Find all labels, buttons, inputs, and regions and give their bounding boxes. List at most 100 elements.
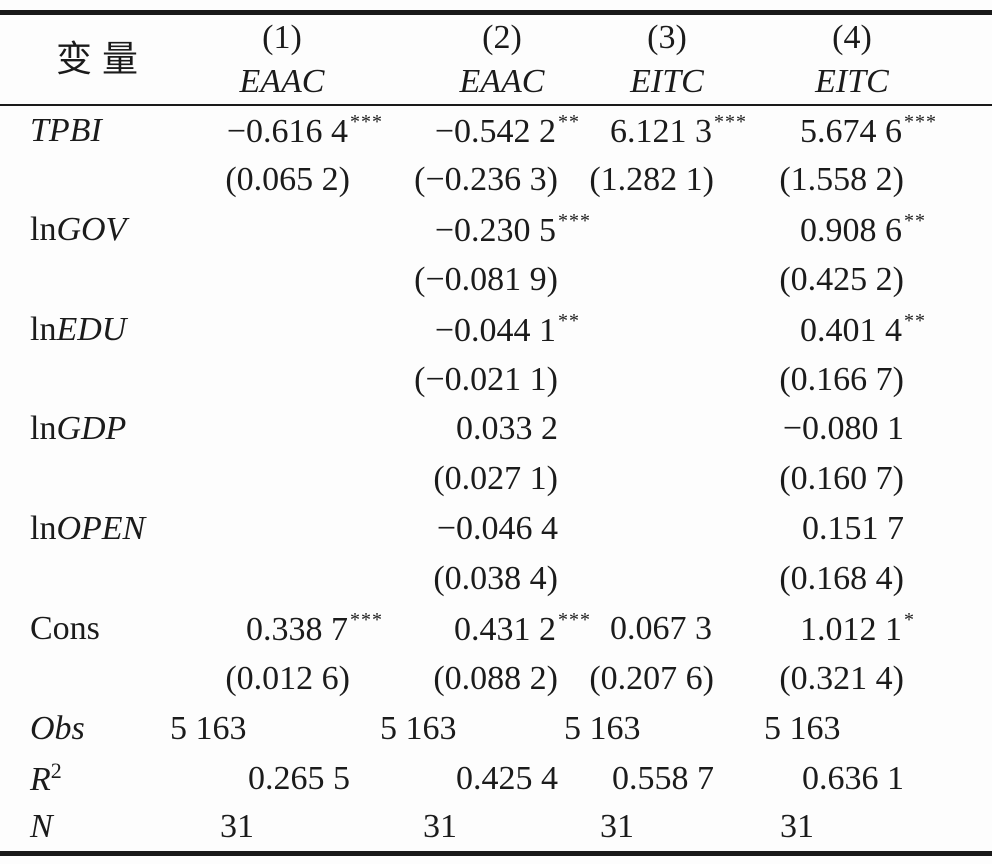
stderr-value: (0.168 4): [779, 560, 904, 598]
coefficient-cell: 0.908 6 **: [762, 205, 992, 255]
stat-value: 5 163: [170, 709, 247, 747]
label-italic: TPBI: [30, 111, 102, 149]
coefficient-cell: [168, 504, 378, 554]
model-name-header-3: EITC: [630, 63, 704, 101]
coefficient-cell: −0.044 1 **: [378, 305, 580, 355]
label-italic: N: [30, 808, 53, 846]
significance-stars: **: [904, 309, 926, 332]
coefficient-cell: 0.067 3: [562, 604, 762, 654]
significance-stars: ***: [558, 209, 591, 232]
model-name-header-4: EITC: [815, 63, 889, 101]
significance-stars: ***: [558, 609, 591, 631]
significance-stars: ***: [350, 609, 383, 631]
stat-value: 5 163: [380, 709, 457, 747]
significance-stars: **: [558, 309, 580, 332]
stat-cell: 31: [762, 803, 992, 853]
row-lnedu-coef: lnEDU −0.044 1 ** 0.401 4 **: [0, 305, 992, 355]
row-label: N: [0, 803, 168, 853]
coefficient-cell: 0.431 2 ***: [378, 604, 591, 654]
label-roman: ln: [30, 210, 57, 248]
stderr-cell: (−0.021 1): [378, 354, 562, 404]
coefficient-cell: −0.046 4: [378, 504, 562, 554]
row-label: lnGDP: [0, 404, 168, 454]
stderr-value: (0.012 6): [225, 659, 350, 697]
coefficient-cell: −0.616 4 ***: [168, 105, 383, 155]
coefficient-cell: −0.230 5 ***: [378, 205, 591, 255]
stat-value: 31: [423, 808, 457, 846]
stat-value: 5 163: [764, 709, 841, 747]
label-roman: ln: [30, 310, 57, 348]
stderr-value: (0.166 7): [779, 360, 904, 398]
coef-value: −0.046 4: [436, 510, 558, 548]
stderr-value: (0.088 2): [433, 659, 558, 697]
stderr-cell: (1.558 2): [762, 155, 992, 205]
significance-stars: *: [904, 609, 915, 631]
stderr-value: (−0.081 9): [414, 260, 558, 298]
coef-value: 1.012 1: [800, 611, 902, 648]
stderr-cell: (0.065 2): [168, 155, 378, 205]
stderr-value: (0.160 7): [779, 460, 904, 498]
row-cons-se: (0.012 6) (0.088 2) (0.207 6) (0.321 4): [0, 654, 992, 704]
row-label: lnEDU: [0, 305, 168, 355]
stderr-cell: [168, 255, 378, 305]
label-roman: ln: [30, 510, 57, 548]
coef-value: 0.067 3: [610, 610, 712, 647]
stderr-cell: (0.321 4): [762, 654, 992, 704]
stderr-cell: [562, 454, 762, 504]
stderr-cell: (0.425 2): [762, 255, 992, 305]
row-label: Cons: [0, 604, 168, 654]
stderr-cell: (0.088 2): [378, 654, 562, 704]
stderr-cell: (0.207 6): [562, 654, 762, 704]
stat-cell: 0.558 7: [562, 754, 762, 804]
significance-stars: **: [558, 110, 580, 133]
stderr-cell: [168, 554, 378, 604]
stderr-value: (1.558 2): [779, 160, 904, 198]
table-body: TPBI −0.616 4 *** −0.542 2 ** 6.121 3 *** 5…: [0, 105, 992, 854]
stderr-cell: (−0.236 3): [378, 155, 562, 205]
coef-value: −0.230 5: [434, 211, 556, 249]
regression-table: 变量 (1) (2) (3) (4) EAAC EAAC EITC EITC T…: [0, 10, 992, 856]
stderr-value: (0.027 1): [433, 460, 558, 498]
header-row-numbers: 变量 (1) (2) (3) (4): [0, 13, 992, 77]
stderr-cell: (0.038 4): [378, 554, 562, 604]
row-lnedu-se: (−0.021 1) (0.166 7): [0, 354, 992, 404]
stat-cell: 5 163: [168, 704, 378, 754]
row-tpbi-coef: TPBI −0.616 4 *** −0.542 2 ** 6.121 3 *** 5…: [0, 105, 992, 155]
coef-value: 6.121 3: [610, 112, 712, 150]
row-label-empty: [0, 454, 168, 504]
significance-stars: ***: [350, 110, 383, 133]
significance-stars: ***: [904, 110, 937, 133]
row-r2: R2 0.265 5 0.425 4 0.558 7 0.636 1: [0, 754, 992, 804]
stderr-cell: (−0.081 9): [378, 255, 562, 305]
row-lngdp-se: (0.027 1) (0.160 7): [0, 454, 992, 504]
coef-value: 0.908 6: [800, 211, 902, 249]
variable-label: 变量: [56, 38, 149, 79]
row-lngov-coef: lnGOV −0.230 5 *** 0.908 6 **: [0, 205, 992, 255]
stderr-value: (0.425 2): [779, 260, 904, 298]
label-italic: EDU: [56, 310, 127, 348]
stat-value: 0.265 5: [248, 759, 350, 797]
model-name-header-2: EAAC: [459, 63, 545, 101]
column-number-header-4: (4): [832, 18, 872, 56]
row-label: lnOPEN: [0, 504, 168, 554]
stderr-value: (0.038 4): [433, 560, 558, 598]
significance-stars: **: [904, 209, 926, 232]
stat-value: 0.636 1: [802, 759, 904, 797]
coefficient-cell: 6.121 3 ***: [562, 105, 762, 155]
stat-cell: 31: [378, 803, 562, 853]
row-label: TPBI: [0, 105, 168, 155]
stderr-cell: [562, 554, 762, 604]
row-label: R2: [0, 754, 168, 804]
coef-value: 0.151 7: [802, 510, 904, 548]
row-label-empty: [0, 155, 168, 205]
stat-cell: 5 163: [378, 704, 562, 754]
label-italic: Obs: [30, 709, 85, 747]
coef-value: 0.338 7: [246, 611, 348, 648]
table-header: 变量 (1) (2) (3) (4) EAAC EAAC EITC EITC: [0, 13, 992, 105]
coef-value: −0.080 1: [782, 410, 904, 448]
stat-cell: 5 163: [762, 704, 992, 754]
row-lnopen-coef: lnOPEN −0.046 4 0.151 7: [0, 504, 992, 554]
label-italic: GDP: [56, 410, 127, 448]
coefficient-cell: [562, 504, 762, 554]
stderr-value: (−0.021 1): [414, 360, 558, 398]
